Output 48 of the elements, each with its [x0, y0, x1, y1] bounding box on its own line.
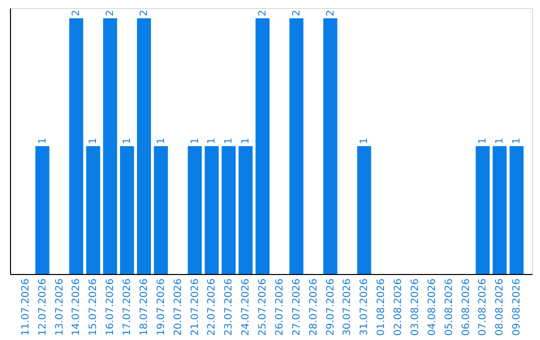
x-tick-label: 26.07.2026 — [274, 278, 286, 336]
x-tick-label: 14.07.2026 — [71, 278, 82, 336]
x-tick-label: 08.08.2026 — [494, 278, 506, 336]
x-tick-label: 21.07.2026 — [190, 278, 201, 336]
data-label: 1 — [240, 138, 252, 144]
data-label: 2 — [291, 10, 302, 16]
x-tick-label: 20.07.2026 — [172, 278, 184, 336]
data-label: 1 — [359, 138, 370, 144]
data-label: 1 — [206, 138, 218, 144]
x-tick-label: 01.08.2026 — [376, 278, 388, 336]
x-tick-label: 06.08.2026 — [460, 278, 472, 336]
x-tick-label: 19.07.2026 — [156, 278, 167, 336]
x-tick-label: 31.07.2026 — [359, 278, 370, 336]
x-tick-label: 25.07.2026 — [258, 278, 269, 336]
x-tick-label: 03.08.2026 — [410, 278, 421, 336]
data-label: 1 — [156, 138, 167, 144]
x-tick-label: 15.07.2026 — [88, 278, 100, 336]
data-label: 1 — [190, 138, 201, 144]
x-tick-label: 05.08.2026 — [444, 278, 455, 336]
data-label: 2 — [138, 10, 150, 16]
x-tick-label: 17.07.2026 — [122, 278, 134, 336]
data-label: 1 — [37, 138, 48, 144]
x-tick-label: 13.07.2026 — [54, 278, 66, 336]
x-tick-label: 23.07.2026 — [224, 278, 235, 336]
x-tick-label: 12.07.2026 — [37, 278, 48, 336]
x-tick-label: 09.08.2026 — [512, 278, 523, 336]
data-label: 1 — [88, 138, 100, 144]
x-tick-label: 07.08.2026 — [478, 278, 489, 336]
x-tick-label: 11.07.2026 — [20, 278, 32, 336]
x-tick-label: 22.07.2026 — [206, 278, 218, 336]
x-tick-label: 30.07.2026 — [342, 278, 354, 336]
data-label: 1 — [122, 138, 134, 144]
x-tick-label: 18.07.2026 — [138, 278, 150, 336]
x-tick-label: 02.08.2026 — [393, 278, 404, 336]
x-tick-label: 04.08.2026 — [426, 278, 438, 336]
x-tick-label: 29.07.2026 — [325, 278, 336, 336]
x-tick-label: 28.07.2026 — [308, 278, 320, 336]
x-tick-label: 16.07.2026 — [105, 278, 116, 336]
data-label: 2 — [325, 10, 336, 16]
data-label: 1 — [478, 138, 489, 144]
data-label: 1 — [512, 138, 523, 144]
data-label: 1 — [494, 138, 506, 144]
x-tick-label: 24.07.2026 — [240, 278, 252, 336]
data-label: 2 — [71, 10, 82, 16]
data-label: 2 — [105, 10, 116, 16]
data-label: 1 — [224, 138, 235, 144]
x-tick-label: 27.07.2026 — [291, 278, 302, 336]
data-label: 2 — [258, 10, 269, 16]
